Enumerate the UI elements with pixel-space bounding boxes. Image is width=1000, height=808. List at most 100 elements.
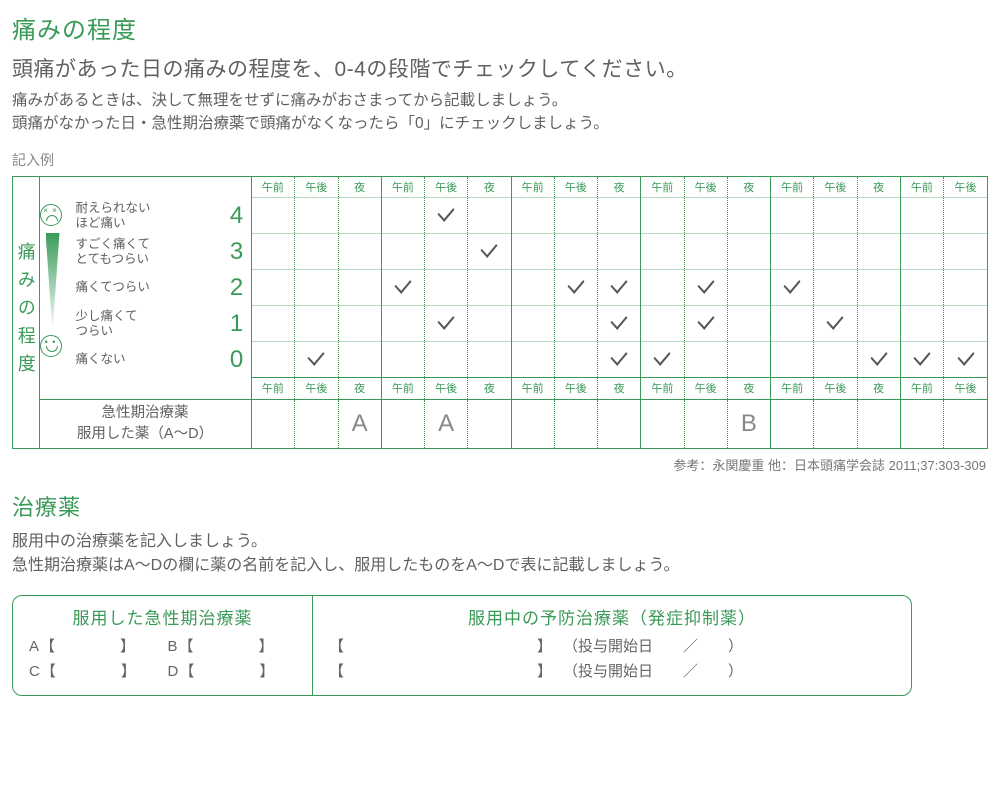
medication-cell[interactable]: A xyxy=(338,400,381,448)
grid-cell[interactable] xyxy=(511,306,554,342)
grid-cell[interactable] xyxy=(511,234,554,270)
grid-cell[interactable] xyxy=(425,234,468,270)
preventive-name-field[interactable]: 【 】 xyxy=(329,635,553,656)
grid-cell[interactable] xyxy=(814,198,857,234)
grid-cell[interactable] xyxy=(295,342,338,378)
preventive-date-field[interactable]: （投与開始日 ／ ） xyxy=(563,660,743,681)
grid-cell[interactable] xyxy=(511,198,554,234)
grid-cell[interactable] xyxy=(900,342,943,378)
grid-cell[interactable] xyxy=(381,234,424,270)
preventive-date-field[interactable]: （投与開始日 ／ ） xyxy=(563,635,743,656)
grid-cell[interactable] xyxy=(727,270,770,306)
grid-cell[interactable] xyxy=(511,342,554,378)
grid-cell[interactable] xyxy=(338,306,381,342)
grid-cell[interactable] xyxy=(641,270,684,306)
grid-cell[interactable] xyxy=(598,306,641,342)
grid-cell[interactable] xyxy=(857,198,900,234)
medication-cell[interactable] xyxy=(252,400,295,448)
grid-cell[interactable] xyxy=(944,342,988,378)
grid-cell[interactable] xyxy=(944,198,988,234)
grid-cell[interactable] xyxy=(857,306,900,342)
grid-cell[interactable] xyxy=(468,342,511,378)
grid-cell[interactable] xyxy=(684,306,727,342)
grid-cell[interactable] xyxy=(944,270,988,306)
grid-cell[interactable] xyxy=(381,198,424,234)
grid-cell[interactable] xyxy=(468,234,511,270)
grid-cell[interactable] xyxy=(598,234,641,270)
grid-cell[interactable] xyxy=(900,270,943,306)
acute-field-D[interactable]: D【 】 xyxy=(168,660,297,681)
grid-cell[interactable] xyxy=(641,198,684,234)
grid-cell[interactable] xyxy=(814,270,857,306)
grid-cell[interactable] xyxy=(252,234,295,270)
medication-cell[interactable] xyxy=(468,400,511,448)
grid-cell[interactable] xyxy=(381,306,424,342)
grid-cell[interactable] xyxy=(425,342,468,378)
grid-cell[interactable] xyxy=(338,234,381,270)
grid-cell[interactable] xyxy=(554,198,597,234)
grid-cell[interactable] xyxy=(598,342,641,378)
grid-cell[interactable] xyxy=(814,306,857,342)
grid-cell[interactable] xyxy=(295,234,338,270)
grid-cell[interactable] xyxy=(295,270,338,306)
grid-cell[interactable] xyxy=(900,198,943,234)
medication-cell[interactable] xyxy=(771,400,814,448)
grid-cell[interactable] xyxy=(468,270,511,306)
grid-cell[interactable] xyxy=(641,234,684,270)
grid-cell[interactable] xyxy=(425,270,468,306)
medication-cell[interactable] xyxy=(857,400,900,448)
grid-cell[interactable] xyxy=(252,270,295,306)
grid-cell[interactable] xyxy=(468,198,511,234)
grid-cell[interactable] xyxy=(641,342,684,378)
grid-cell[interactable] xyxy=(727,342,770,378)
medication-cell[interactable]: A xyxy=(425,400,468,448)
grid-cell[interactable] xyxy=(900,306,943,342)
medication-cell[interactable] xyxy=(598,400,641,448)
acute-field-C[interactable]: C【 】 xyxy=(29,660,158,681)
acute-field-B[interactable]: B【 】 xyxy=(168,635,297,656)
medication-cell[interactable] xyxy=(381,400,424,448)
grid-cell[interactable] xyxy=(598,270,641,306)
medication-cell[interactable] xyxy=(814,400,857,448)
grid-cell[interactable] xyxy=(554,234,597,270)
medication-cell[interactable] xyxy=(900,400,943,448)
grid-cell[interactable] xyxy=(295,198,338,234)
grid-cell[interactable] xyxy=(381,270,424,306)
grid-cell[interactable] xyxy=(338,342,381,378)
grid-cell[interactable] xyxy=(554,306,597,342)
grid-cell[interactable] xyxy=(684,270,727,306)
grid-cell[interactable] xyxy=(425,306,468,342)
grid-cell[interactable] xyxy=(727,306,770,342)
grid-cell[interactable] xyxy=(944,234,988,270)
medication-cell[interactable] xyxy=(511,400,554,448)
grid-cell[interactable] xyxy=(684,234,727,270)
medication-cell[interactable] xyxy=(684,400,727,448)
grid-cell[interactable] xyxy=(554,342,597,378)
grid-cell[interactable] xyxy=(554,270,597,306)
grid-cell[interactable] xyxy=(771,270,814,306)
medication-cell[interactable] xyxy=(295,400,338,448)
medication-cell[interactable] xyxy=(944,400,988,448)
grid-cell[interactable] xyxy=(511,270,554,306)
grid-cell[interactable] xyxy=(641,306,684,342)
grid-cell[interactable] xyxy=(857,270,900,306)
grid-cell[interactable] xyxy=(425,198,468,234)
grid-cell[interactable] xyxy=(771,234,814,270)
medication-cell[interactable]: B xyxy=(727,400,770,448)
grid-cell[interactable] xyxy=(252,342,295,378)
grid-cell[interactable] xyxy=(727,234,770,270)
grid-cell[interactable] xyxy=(944,306,988,342)
grid-cell[interactable] xyxy=(295,306,338,342)
grid-cell[interactable] xyxy=(338,198,381,234)
grid-cell[interactable] xyxy=(814,342,857,378)
medication-cell[interactable] xyxy=(554,400,597,448)
medication-cell[interactable] xyxy=(641,400,684,448)
grid-cell[interactable] xyxy=(684,342,727,378)
grid-cell[interactable] xyxy=(900,234,943,270)
grid-cell[interactable] xyxy=(598,198,641,234)
grid-cell[interactable] xyxy=(338,270,381,306)
grid-cell[interactable] xyxy=(771,342,814,378)
acute-field-A[interactable]: A【 】 xyxy=(29,635,158,656)
grid-cell[interactable] xyxy=(252,306,295,342)
grid-cell[interactable] xyxy=(468,306,511,342)
